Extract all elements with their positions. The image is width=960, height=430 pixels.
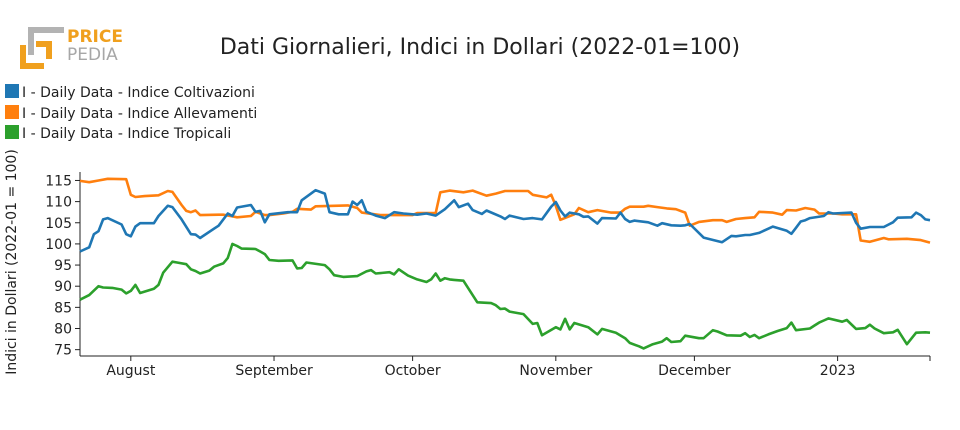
legend: I - Daily Data - Indice Coltivazioni I -… <box>5 84 257 142</box>
x-tick-label: December <box>658 363 731 379</box>
x-tick-label: October <box>385 363 441 379</box>
series-line-coltivazioni[interactable] <box>79 188 931 253</box>
y-tick-label: 80 <box>54 322 72 338</box>
logo-line1: PRICE <box>67 27 123 47</box>
pricepedia-logo: PRICE PEDIA <box>20 27 123 69</box>
logo-gray-bracket <box>28 27 64 55</box>
x-tick-label: September <box>235 363 313 379</box>
series-line-allevamenti[interactable] <box>79 177 931 244</box>
y-tick-label: 110 <box>45 195 72 211</box>
y-tick-label: 100 <box>45 237 72 253</box>
y-tick-label: 95 <box>54 258 72 274</box>
legend-swatch-tropicali[interactable] <box>5 125 19 139</box>
x-axis: August September October November December 20… <box>80 355 931 379</box>
y-tick-label: 115 <box>45 173 72 189</box>
logo-orange-step <box>36 41 52 59</box>
y-axis: 75 80 85 90 95 100 105 110 115 <box>45 172 81 359</box>
y-tick-label: 75 <box>54 343 72 359</box>
series-lines <box>79 177 931 350</box>
legend-label-coltivazioni[interactable]: I - Daily Data - Indice Coltivazioni <box>22 85 255 101</box>
legend-label-allevamenti[interactable]: I - Daily Data - Indice Allevamenti <box>22 106 257 122</box>
y-axis-label: Indici in Dollari (2022-01 = 100) <box>4 149 20 375</box>
legend-label-tropicali[interactable]: I - Daily Data - Indice Tropicali <box>22 126 231 142</box>
legend-swatch-allevamenti[interactable] <box>5 105 19 119</box>
x-tick-label: 2023 <box>820 363 856 379</box>
logo-line2: PEDIA <box>67 45 118 65</box>
series-line-tropicali[interactable] <box>79 242 931 350</box>
y-tick-label: 85 <box>54 300 72 316</box>
chart-title: Dati Giornalieri, Indici in Dollari (202… <box>220 35 740 60</box>
x-tick-label: November <box>519 363 592 379</box>
logo-orange-bracket <box>20 45 44 69</box>
y-tick-label: 90 <box>54 279 72 295</box>
legend-swatch-coltivazioni[interactable] <box>5 84 19 98</box>
y-tick-label: 105 <box>45 216 72 232</box>
x-tick-label: August <box>106 363 156 379</box>
